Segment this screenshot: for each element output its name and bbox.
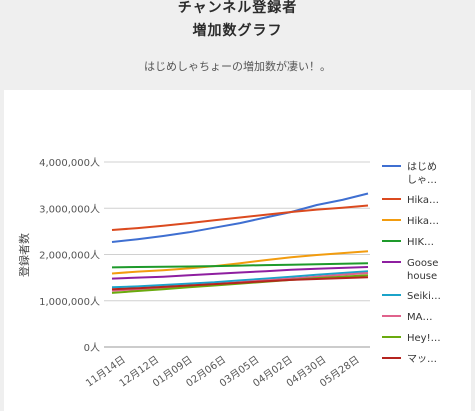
legend-label: Hika… — [407, 216, 439, 227]
series-line — [111, 276, 369, 291]
y-tick-label: 2,000,000人 — [39, 250, 100, 262]
y-tick-label: 0人 — [84, 342, 100, 354]
legend-label: Goose — [407, 258, 438, 269]
y-axis-label: 登録者数 — [17, 233, 31, 277]
y-tick-label: 1,000,000人 — [39, 296, 100, 308]
chart-subtitle: はじめしゃちょーの増加数が凄い！。 — [144, 60, 331, 73]
series-line — [111, 262, 369, 269]
legend-label: HIK… — [407, 237, 434, 248]
y-tick-labels: 0人 1,000,000人 2,000,000人 3,000,000人 4,000,00… — [39, 157, 100, 354]
chart-title-line2: 増加数グラフ — [192, 23, 283, 39]
legend-label: Hika… — [407, 195, 439, 206]
legend: はじめしゃ… Hika… Hika… HIK… Goose house Seiki… MA… H… — [382, 161, 441, 365]
y-tick-label: 4,000,000人 — [39, 157, 100, 169]
y-tick-label: 3,000,000人 — [39, 203, 100, 215]
line-chart: 0人 1,000,000人 2,000,000人 3,000,000人 4,000,00… — [17, 157, 441, 390]
legend-label: はじめ — [407, 161, 437, 173]
legend-label-cont: house — [407, 271, 437, 282]
series-line — [111, 192, 369, 243]
legend-label: MA… — [407, 312, 432, 323]
series-line — [111, 266, 369, 280]
series-line — [111, 270, 369, 289]
legend-label: Hey!… — [407, 333, 441, 344]
chart-header: チャンネル登録者 増加数グラフ はじめしゃちょーの増加数が凄い！。 — [0, 0, 475, 90]
x-tick-labels: 11月14日12月12日01月09日02月06日03月05日04月02日04月3… — [84, 354, 362, 390]
series-line — [111, 204, 369, 231]
legend-label-cont: しゃ… — [407, 174, 437, 186]
chart-title-line1: チャンネル登録者 — [177, 0, 298, 16]
series-lines — [111, 192, 369, 294]
legend-label: Seiki… — [407, 291, 441, 302]
chart-card: 0人 1,000,000人 2,000,000人 3,000,000人 4,000,00… — [4, 90, 471, 411]
series-line — [111, 250, 369, 275]
legend-label: マッ… — [407, 354, 437, 365]
